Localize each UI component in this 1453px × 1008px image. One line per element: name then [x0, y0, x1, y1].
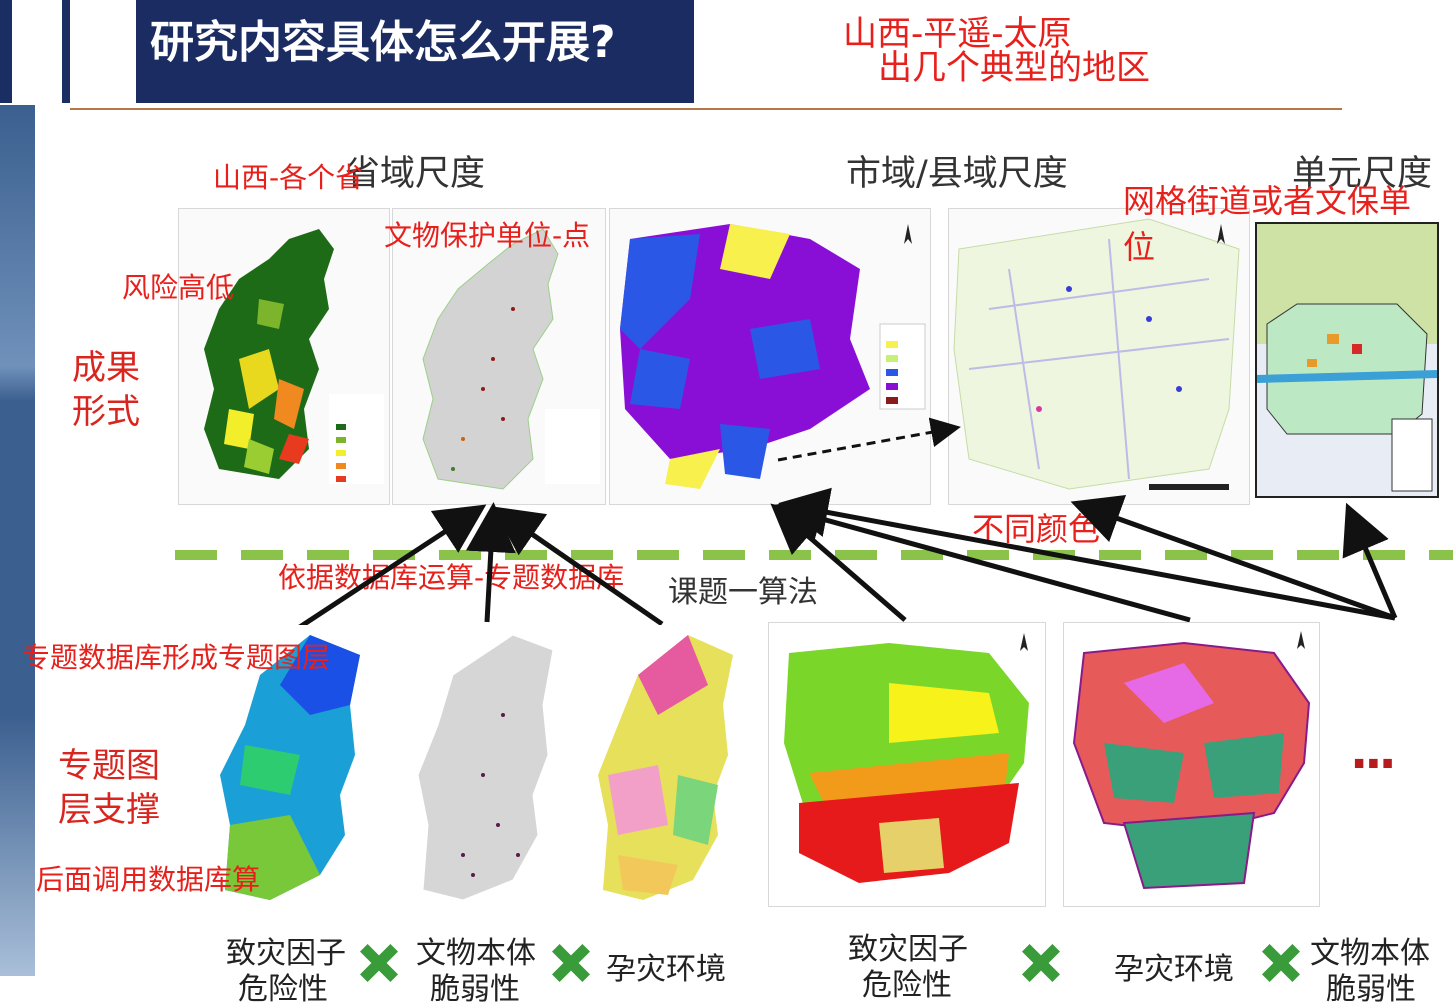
map-county-detail: [948, 208, 1250, 505]
map-relic-vulnerability: [403, 625, 569, 905]
slide-title: 研究内容具体怎么开展?: [136, 0, 694, 103]
header-unit-scale: 单元尺度: [1292, 154, 1433, 194]
footer-relic-1b: 脆弱性: [430, 972, 520, 1007]
footer-relic-2b: 脆弱性: [1326, 972, 1416, 1007]
note-top-line1: 山西-平遥-太原: [843, 14, 1072, 54]
map-geology-layer: [578, 625, 753, 905]
map-risk-level: [178, 208, 390, 505]
ellipsis-more: ...: [1350, 724, 1397, 780]
footer-hazard-2b: 危险性: [862, 968, 952, 1003]
footer-relic-1: 文物本体: [416, 936, 536, 971]
annotation-layers: 专题数据库形成专题图层: [22, 641, 331, 674]
footer-hazard-2: 致灾因子: [848, 932, 968, 967]
annotation-relic-point: 文物保护单位-点: [384, 219, 591, 252]
title-band-gap-2: [96, 0, 110, 103]
annotation-grid: 网格街道或者文保单: [1123, 182, 1412, 220]
left-side-bar: [0, 105, 35, 976]
footer-hazard-1: 致灾因子: [226, 936, 346, 971]
title-rule: [70, 108, 1342, 110]
header-province-scale: 省域尺度: [345, 154, 486, 194]
footer-relic-2: 文物本体: [1310, 936, 1430, 971]
side-label-result-2: 形式: [72, 392, 140, 432]
annotation-db-calc: 依据数据库运算-专题数据库: [278, 561, 625, 594]
map-relic-points: [392, 208, 606, 505]
arrows-overlay: [278, 417, 1398, 643]
side-label-support-2: 层支撑: [58, 790, 160, 830]
annotation-grid-2: 位: [1123, 228, 1156, 266]
map-environment-city: [1063, 622, 1320, 907]
header-city-scale: 市域/县域尺度: [846, 154, 1068, 194]
annotation-risk: 风险高低: [122, 271, 235, 304]
footer-hazard-1b: 危险性: [238, 972, 328, 1007]
annotation-algorithm: 课题一算法: [668, 575, 818, 610]
annotation-shanxi-each: 山西-各个省: [213, 161, 364, 194]
footer-environment-1: 孕灾环境: [606, 952, 726, 987]
note-top-line2: 出几个典型的地区: [878, 48, 1150, 88]
title-band-gap: [12, 0, 62, 103]
annotation-call-db: 后面调用数据库算: [36, 863, 261, 896]
map-elevation-layer: [190, 625, 390, 905]
side-label-support-1: 专题图: [58, 746, 160, 786]
side-label-result-1: 成果: [72, 348, 140, 388]
footer-environment-2: 孕灾环境: [1114, 952, 1234, 987]
map-hazard-city: [768, 622, 1046, 907]
map-unit-scale: [1255, 222, 1439, 498]
map-city-scale: [609, 208, 931, 505]
